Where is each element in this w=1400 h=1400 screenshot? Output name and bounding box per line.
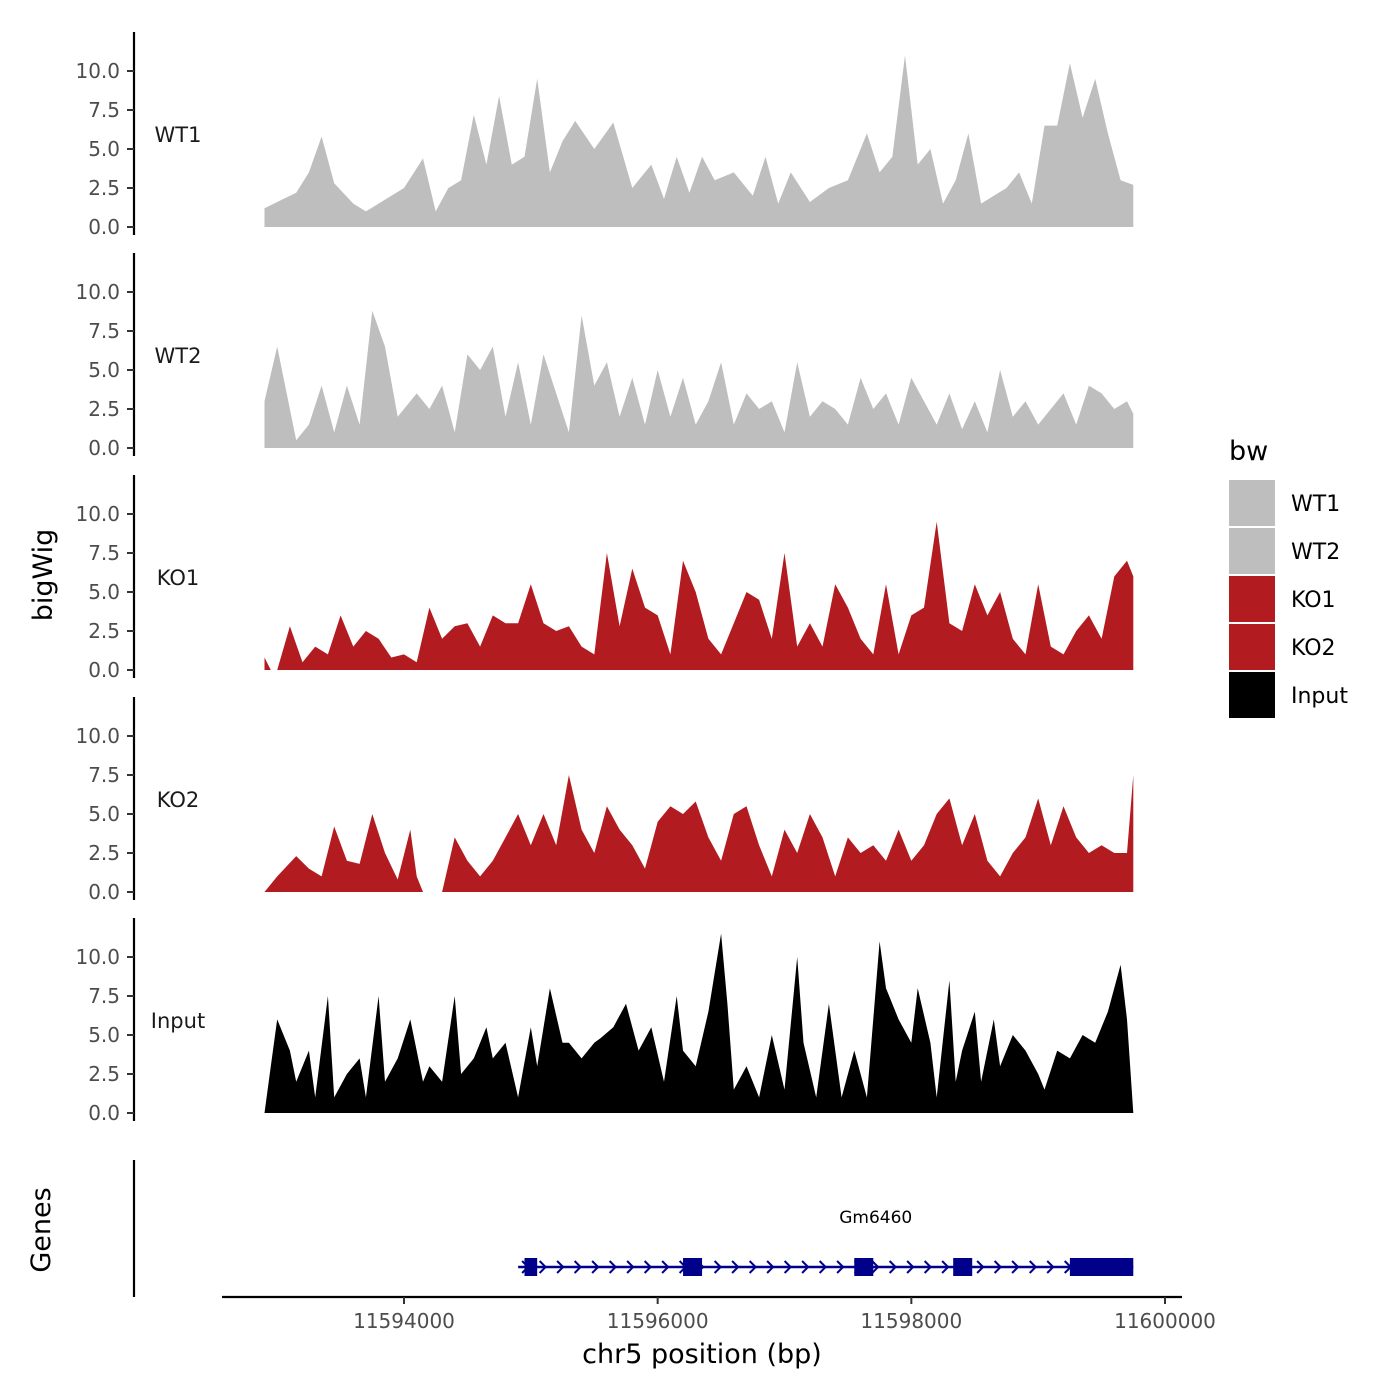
track-label-ko2: KO2: [157, 788, 200, 812]
strand-arrow: [941, 1260, 950, 1274]
y-tick-label: 0.0: [88, 880, 120, 904]
coverage-area-ko1: [264, 521, 1134, 670]
y-tick-label: 2.5: [88, 397, 120, 421]
strand-arrow: [626, 1260, 635, 1274]
legend-key-wt1: [1229, 480, 1275, 526]
strand-arrow: [836, 1260, 845, 1274]
legend-key-input: [1229, 672, 1275, 718]
y-tick-label: 7.5: [88, 541, 120, 565]
coverage-area-input: [264, 933, 1134, 1113]
y-tick-label: 0.0: [88, 436, 120, 460]
strand-arrow: [556, 1260, 565, 1274]
legend-label-ko2: KO2: [1291, 636, 1336, 661]
y-tick-label: 0.0: [88, 1101, 120, 1125]
strand-arrow: [538, 1260, 548, 1274]
coverage-area-ko2: [264, 775, 1134, 892]
coverage-area-wt1: [264, 55, 1134, 228]
x-tick-label: 11600000: [1114, 1309, 1216, 1333]
genes-track-title: Genes: [26, 1187, 57, 1272]
coverage-panels: 0.02.55.07.510.0WT10.02.55.07.510.0WT20.…: [75, 32, 1134, 1125]
legend-key-ko2: [1229, 624, 1275, 670]
y-tick-label: 10.0: [75, 59, 120, 83]
strand-arrow: [573, 1260, 583, 1274]
strand-arrow: [888, 1260, 898, 1274]
legend-label-wt2: WT2: [1291, 540, 1340, 565]
strand-arrow: [993, 1260, 1003, 1274]
track-label-wt1: WT1: [155, 123, 202, 147]
x-axis-title: chr5 position (bp): [582, 1339, 822, 1370]
x-tick-label: 11598000: [860, 1309, 962, 1333]
y-tick-label: 5.0: [88, 580, 120, 604]
strand-arrow: [748, 1260, 758, 1274]
strand-arrow: [801, 1260, 810, 1274]
legend-key-wt2: [1229, 528, 1275, 574]
panel-ko2: 0.0 2.5 5.0 7.5 10.0 KO2: [75, 697, 1134, 904]
y-tick-label: 7.5: [88, 319, 120, 343]
y-tick-label: 5.0: [88, 802, 120, 826]
strand-arrow: [1028, 1260, 1038, 1274]
x-tick-label: 11594000: [353, 1309, 455, 1333]
strand-arrow: [1046, 1260, 1055, 1274]
y-tick-label: 5.0: [88, 137, 120, 161]
legend: bw WT1 WT2 KO1 KO2 Input: [1229, 436, 1348, 718]
y-axis-title: bigWig: [28, 529, 59, 622]
track-label-wt2: WT2: [155, 344, 202, 368]
strand-arrow: [643, 1260, 653, 1274]
exon-block: [524, 1258, 538, 1276]
exon-block: [683, 1258, 703, 1276]
strand-arrow: [818, 1260, 828, 1274]
panel-wt2: 0.0 2.5 5.0 7.5 10.0 WT2: [75, 253, 1134, 460]
y-tick-label: 7.5: [88, 984, 120, 1008]
legend-label-ko1: KO1: [1291, 588, 1336, 613]
y-tick-label: 10.0: [75, 945, 120, 969]
y-tick-label: 10.0: [75, 724, 120, 748]
y-tick-label: 2.5: [88, 619, 120, 643]
legend-title: bw: [1229, 436, 1268, 467]
strand-arrow: [661, 1260, 670, 1274]
gene-track: Gm6460: [132, 1160, 1134, 1297]
legend-label-wt1: WT1: [1291, 492, 1340, 517]
exon-block: [1069, 1258, 1134, 1276]
strand-arrow: [608, 1260, 618, 1274]
x-tick-label: 11596000: [607, 1309, 709, 1333]
strand-arrow: [871, 1260, 880, 1274]
y-tick-label: 7.5: [88, 98, 120, 122]
y-tick-label: 2.5: [88, 176, 120, 200]
strand-arrow: [766, 1260, 775, 1274]
strand-arrow: [1011, 1260, 1020, 1274]
y-tick-label: 5.0: [88, 1023, 120, 1047]
exon-block: [854, 1258, 874, 1276]
gene-gm6460: Gm6460: [518, 1208, 1134, 1276]
y-tick-label: 7.5: [88, 763, 120, 787]
x-axis: 11594000 11596000 11598000 11600000: [222, 1295, 1216, 1333]
strand-arrow: [591, 1260, 600, 1274]
legend-label-input: Input: [1291, 684, 1348, 709]
gene-name-label: Gm6460: [839, 1208, 912, 1228]
y-tick-label: 10.0: [75, 502, 120, 526]
y-tick-label: 5.0: [88, 358, 120, 382]
panel-ko1: 0.0 2.5 5.0 7.5 10.0 KO1: [75, 475, 1134, 682]
strand-arrow: [923, 1260, 933, 1274]
exon-block: [953, 1258, 973, 1276]
track-label-ko1: KO1: [157, 566, 200, 590]
strand-arrow: [731, 1260, 740, 1274]
track-label-input: Input: [151, 1009, 205, 1033]
panel-wt1: 0.0 2.5 5.0 7.5 10.0 WT1: [75, 32, 1134, 239]
strand-arrow: [783, 1260, 793, 1274]
coverage-area-wt2: [264, 310, 1134, 448]
legend-key-ko1: [1229, 576, 1275, 622]
y-tick-label: 2.5: [88, 841, 120, 865]
y-tick-label: 2.5: [88, 1062, 120, 1086]
y-tick-label: 0.0: [88, 215, 120, 239]
strand-arrow: [906, 1260, 915, 1274]
strand-arrow: [976, 1260, 985, 1274]
strand-arrow: [713, 1260, 723, 1274]
y-tick-label: 10.0: [75, 280, 120, 304]
y-tick-label: 0.0: [88, 658, 120, 682]
panel-input: 0.0 2.5 5.0 7.5 10.0 Input: [75, 918, 1134, 1125]
